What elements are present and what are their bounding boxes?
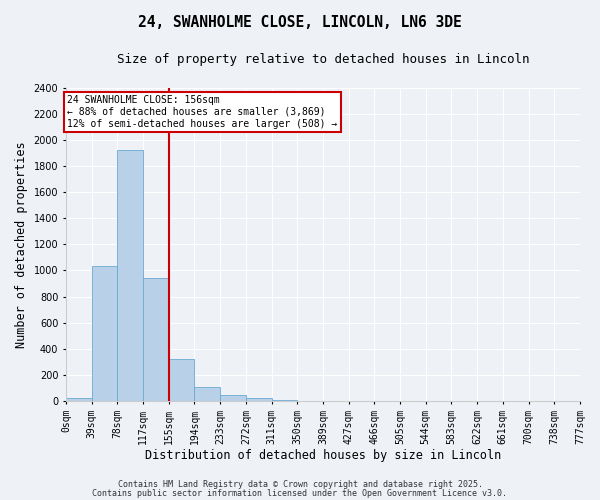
Bar	[118, 150, 143, 401]
Bar	[272, 400, 297, 401]
Bar	[246, 398, 272, 401]
Bar	[92, 266, 118, 401]
Bar	[220, 394, 246, 401]
Bar	[143, 278, 169, 401]
Bar	[194, 388, 220, 401]
Text: 24, SWANHOLME CLOSE, LINCOLN, LN6 3DE: 24, SWANHOLME CLOSE, LINCOLN, LN6 3DE	[138, 15, 462, 30]
Title: Size of property relative to detached houses in Lincoln: Size of property relative to detached ho…	[117, 52, 529, 66]
Text: Contains HM Land Registry data © Crown copyright and database right 2025.: Contains HM Land Registry data © Crown c…	[118, 480, 482, 489]
Bar	[66, 398, 92, 401]
Bar	[169, 359, 194, 401]
Y-axis label: Number of detached properties: Number of detached properties	[15, 141, 28, 348]
X-axis label: Distribution of detached houses by size in Lincoln: Distribution of detached houses by size …	[145, 450, 501, 462]
Text: Contains public sector information licensed under the Open Government Licence v3: Contains public sector information licen…	[92, 488, 508, 498]
Text: 24 SWANHOLME CLOSE: 156sqm
← 88% of detached houses are smaller (3,869)
12% of s: 24 SWANHOLME CLOSE: 156sqm ← 88% of deta…	[67, 96, 337, 128]
